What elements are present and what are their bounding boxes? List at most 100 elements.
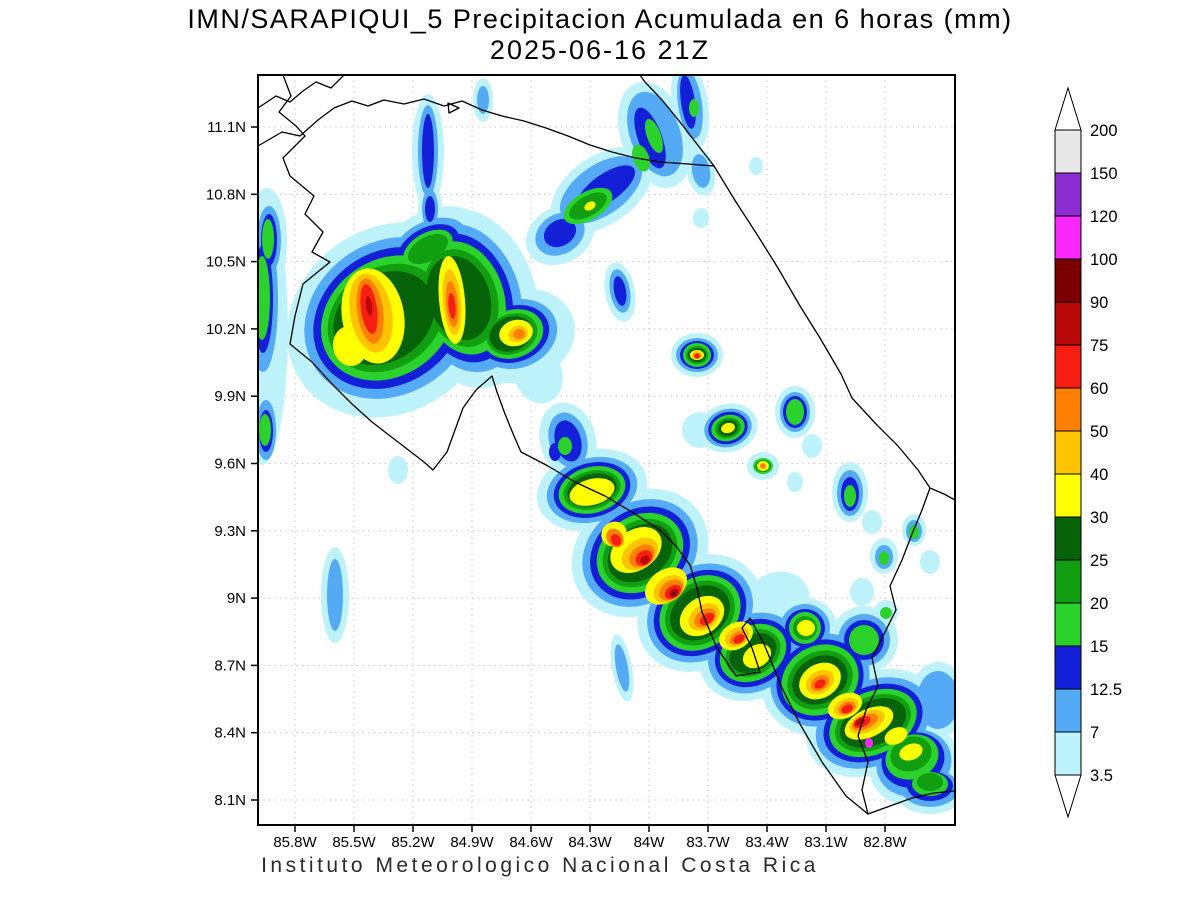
precip-cell bbox=[644, 118, 664, 154]
lat-tick-label: 11.1N bbox=[207, 119, 246, 136]
precip-cell bbox=[262, 219, 274, 259]
colorbar-label: 7 bbox=[1090, 724, 1099, 742]
colorbar-segment bbox=[1054, 258, 1082, 303]
colorbar-segment bbox=[1054, 129, 1082, 174]
lat-tick-label: 9N bbox=[227, 590, 246, 607]
lon-tick-label: 85.8W bbox=[273, 834, 317, 851]
lat-tick-label: 9.9N bbox=[214, 388, 246, 405]
precip-cell bbox=[477, 86, 489, 114]
precip-cell bbox=[721, 422, 735, 434]
lat-tick-label: 9.6N bbox=[214, 456, 246, 473]
map-frame bbox=[257, 74, 956, 826]
colorbar-segment bbox=[1054, 473, 1082, 518]
precip-cell bbox=[584, 201, 596, 211]
precip-cell bbox=[862, 510, 882, 534]
precip-cell bbox=[327, 559, 343, 631]
colorbar-label: 40 bbox=[1090, 466, 1108, 484]
colorbar-segment bbox=[1054, 602, 1082, 647]
precip-cell bbox=[408, 233, 448, 265]
lat-tick-label: 10.2N bbox=[206, 321, 246, 338]
precip-cell bbox=[917, 671, 955, 729]
precip-cell bbox=[879, 551, 889, 565]
lat-tick-label: 8.7N bbox=[214, 657, 246, 674]
lat-tick-label: 9.3N bbox=[214, 523, 246, 540]
coastline bbox=[258, 98, 715, 167]
lat-tick-label: 8.1N bbox=[214, 792, 246, 809]
precip-cell bbox=[691, 154, 711, 188]
lon-tick-label: 84.9W bbox=[450, 834, 494, 851]
colorbar-label: 100 bbox=[1090, 251, 1118, 269]
precip-cell bbox=[422, 114, 434, 188]
lon-tick-label: 84W bbox=[634, 834, 666, 851]
precip-cell bbox=[543, 218, 577, 248]
colorbar-segment bbox=[1054, 301, 1082, 346]
colorbar-segment bbox=[1054, 387, 1082, 432]
precip-cell bbox=[786, 399, 804, 425]
precip-cell bbox=[802, 434, 822, 458]
precip-cell bbox=[844, 485, 856, 507]
precip-cell bbox=[632, 144, 650, 172]
colorbar-label: 15 bbox=[1090, 638, 1108, 656]
colorbar-label: 90 bbox=[1090, 294, 1108, 312]
coastline bbox=[867, 790, 955, 815]
precip-cell bbox=[733, 634, 745, 644]
precip-cell bbox=[258, 256, 270, 340]
colorbar-segment bbox=[1054, 731, 1082, 776]
colorbar-segment bbox=[1054, 559, 1082, 604]
colorbar-segment bbox=[1054, 430, 1082, 475]
precip-cell bbox=[884, 727, 908, 745]
precip-cell bbox=[259, 414, 271, 446]
precip-cell bbox=[614, 644, 630, 692]
colorbar-label: 150 bbox=[1090, 165, 1118, 183]
precip-cell bbox=[899, 743, 923, 761]
colorbar-label: 30 bbox=[1090, 509, 1108, 527]
colorbar-label: 3.5 bbox=[1090, 767, 1113, 785]
map-title: IMN/SARAPIQUI_5 Precipitacion Acumulada … bbox=[187, 4, 1013, 34]
coastline bbox=[278, 75, 869, 815]
precip-cell bbox=[448, 293, 456, 319]
lat-tick-label: 10.8N bbox=[206, 186, 246, 203]
coastline-layer bbox=[258, 75, 955, 815]
precip-cell bbox=[749, 157, 763, 175]
precip-cell bbox=[558, 437, 572, 455]
colorbar-segment bbox=[1054, 172, 1082, 217]
lat-tick-label: 8.4N bbox=[214, 725, 246, 742]
colorbar-arrow-top bbox=[1054, 86, 1082, 131]
precip-cell bbox=[671, 591, 677, 597]
map-datetime: 2025-06-16 21Z bbox=[489, 35, 711, 65]
precip-cell bbox=[549, 443, 561, 461]
coastline bbox=[447, 102, 460, 114]
coastline bbox=[929, 487, 955, 501]
precip-cell bbox=[388, 456, 408, 484]
precip-cell bbox=[613, 276, 627, 306]
precip-cell bbox=[920, 550, 940, 574]
precip-cell bbox=[880, 607, 892, 619]
precip-cell bbox=[760, 463, 766, 469]
colorbar-label: 200 bbox=[1090, 122, 1118, 140]
precip-cell bbox=[787, 472, 803, 492]
colorbar-segment bbox=[1054, 688, 1082, 733]
lon-tick-label: 83.1W bbox=[804, 834, 848, 851]
coastline bbox=[857, 487, 931, 815]
precip-cell bbox=[693, 208, 709, 228]
coastline bbox=[258, 75, 345, 109]
lat-tick-label: 10.5N bbox=[206, 254, 246, 271]
lon-tick-label: 83.7W bbox=[686, 834, 730, 851]
colorbar-segment bbox=[1054, 516, 1082, 561]
precip-cell bbox=[917, 773, 943, 791]
precip-cell bbox=[610, 534, 622, 546]
precip-cell bbox=[513, 328, 525, 340]
precip-cell bbox=[742, 643, 772, 669]
coastline bbox=[639, 75, 931, 489]
precip-cell bbox=[865, 738, 873, 748]
colorbar-label: 50 bbox=[1090, 423, 1108, 441]
colorbar-label: 120 bbox=[1090, 208, 1118, 226]
precip-cell bbox=[640, 555, 650, 565]
precip-layer bbox=[258, 75, 955, 814]
lon-tick-label: 85.2W bbox=[391, 834, 435, 851]
colorbar-segment bbox=[1054, 215, 1082, 260]
lon-tick-label: 84.3W bbox=[568, 834, 612, 851]
colorbar-segment bbox=[1054, 344, 1082, 389]
